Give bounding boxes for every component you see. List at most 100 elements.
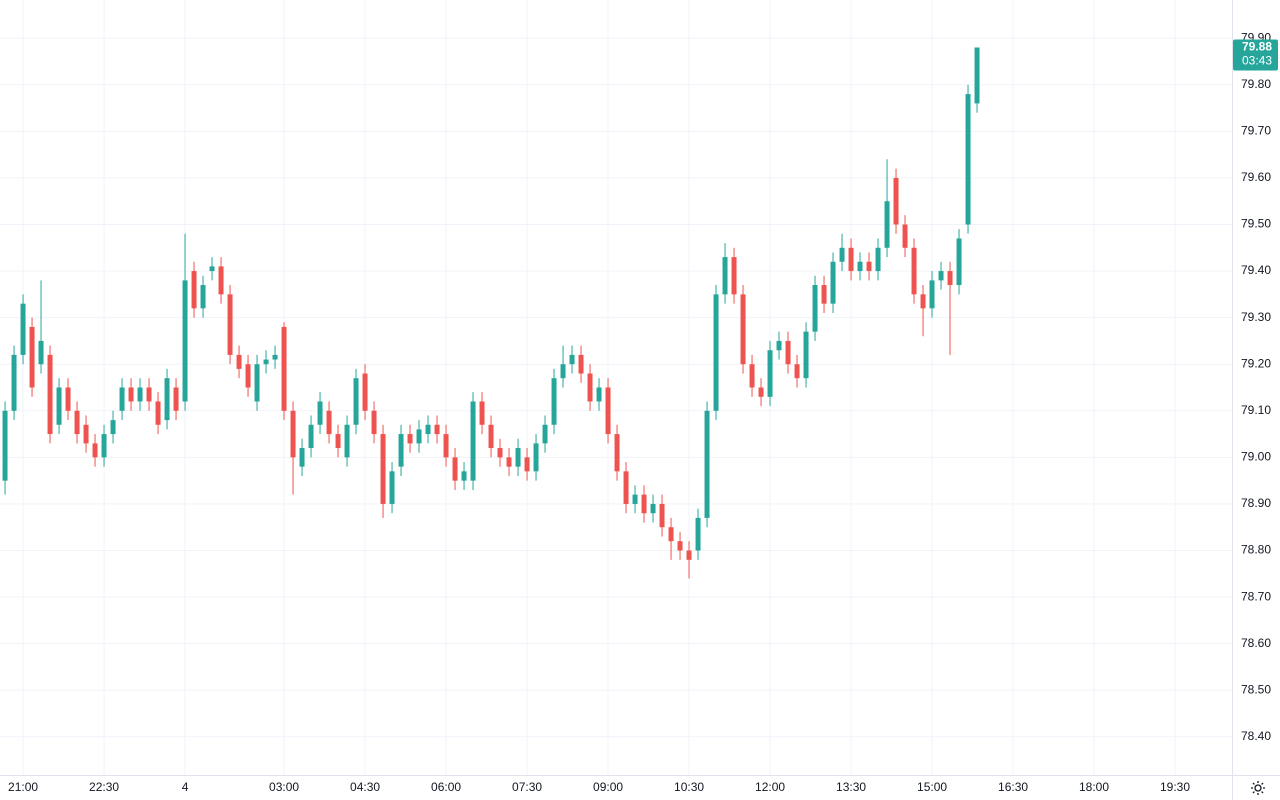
candle-body <box>200 285 206 309</box>
y-tick-label: 79.00 <box>1241 450 1271 464</box>
y-tick-label: 79.20 <box>1241 356 1271 370</box>
candle-body <box>758 387 764 397</box>
candle-body <box>308 424 314 449</box>
candle-body <box>722 257 728 295</box>
candles <box>2 47 980 579</box>
candle-body <box>938 271 944 281</box>
candle-body <box>965 94 971 225</box>
candle-body <box>236 354 242 369</box>
candle-body <box>623 471 629 504</box>
last-price-box <box>1233 39 1278 71</box>
candle-body <box>344 424 350 458</box>
candle-body <box>263 359 269 365</box>
candle-body <box>731 257 737 295</box>
candle-body <box>740 294 746 365</box>
x-tick-label: 22:30 <box>89 780 119 794</box>
candle-body <box>362 373 368 411</box>
candle-body <box>2 410 8 481</box>
candle-body <box>371 410 377 435</box>
candle-body <box>569 354 575 365</box>
candle-body <box>254 364 260 402</box>
candle-body <box>956 238 962 286</box>
x-tick-label: 07:30 <box>512 780 542 794</box>
gear-center <box>1254 784 1262 792</box>
x-tick-label: 18:00 <box>1079 780 1109 794</box>
candle-body <box>281 326 287 411</box>
candle-body <box>128 387 134 402</box>
x-tick-label: 12:00 <box>755 780 785 794</box>
axis-labels: 78.40 78.50 78.60 78.70 78.80 78.90 79.00 79.10… <box>8 30 1278 794</box>
candle-body <box>74 410 80 435</box>
candle-body <box>866 261 872 272</box>
candle-body <box>533 443 539 472</box>
x-tick-label: 19:30 <box>1160 780 1190 794</box>
candle-body <box>605 387 611 435</box>
candle-body <box>686 550 692 560</box>
candle-body <box>335 434 341 449</box>
candle-body <box>776 340 782 351</box>
candle-body <box>29 326 35 388</box>
candle-body <box>848 247 854 272</box>
candle-body <box>542 424 548 444</box>
y-tick-label: 78.50 <box>1241 682 1271 696</box>
candle-body <box>785 340 791 365</box>
candle-body <box>875 247 881 272</box>
candle-body <box>353 378 359 425</box>
candle-body <box>47 354 53 435</box>
settings-button[interactable] <box>1251 781 1265 795</box>
x-tick-label: 04:30 <box>350 780 380 794</box>
candle-body <box>173 387 179 411</box>
candle-body <box>452 457 458 481</box>
y-tick-label: 78.40 <box>1241 729 1271 743</box>
candle-body <box>713 294 719 411</box>
candle-body <box>110 420 116 435</box>
y-tick-label: 79.60 <box>1241 170 1271 184</box>
candle-body <box>920 294 926 309</box>
candle-body <box>974 47 980 104</box>
candle-body <box>191 271 197 309</box>
y-tick-label: 78.90 <box>1241 496 1271 510</box>
x-tick-label: 03:00 <box>269 780 299 794</box>
candle-body <box>902 224 908 248</box>
y-tick-label: 79.70 <box>1241 124 1271 138</box>
candle-body <box>137 387 143 402</box>
candle-body <box>893 177 899 225</box>
candle-body <box>812 285 818 332</box>
candle-body <box>101 434 107 458</box>
x-tick-label: 10:30 <box>674 780 704 794</box>
candle-body <box>398 434 404 467</box>
candle-body <box>326 410 332 435</box>
candle-body <box>380 434 386 504</box>
candle-body <box>11 354 17 411</box>
candle-body <box>155 401 161 425</box>
y-tick-label: 78.70 <box>1241 589 1271 603</box>
candle-body <box>767 350 773 397</box>
candle-body <box>704 410 710 518</box>
candle-body <box>479 401 485 425</box>
candle-body <box>551 378 557 425</box>
grid <box>0 0 1232 775</box>
candle-body <box>470 401 476 481</box>
candle-body <box>641 494 647 514</box>
candle-body <box>587 373 593 402</box>
candle-body <box>407 434 413 444</box>
candle-body <box>83 424 89 444</box>
candle-body <box>92 443 98 458</box>
y-tick-label: 78.60 <box>1241 636 1271 650</box>
last-price-label: 79.88 <box>1242 40 1272 54</box>
candle-body <box>506 457 512 467</box>
candle-body <box>182 280 188 402</box>
candle-body <box>290 410 296 458</box>
candle-body <box>461 471 467 481</box>
candle-body <box>650 503 656 514</box>
x-tick-label: 21:00 <box>8 780 38 794</box>
y-tick-label: 79.10 <box>1241 403 1271 417</box>
x-tick-label: 13:30 <box>836 780 866 794</box>
candle-body <box>677 541 683 551</box>
candle-body <box>749 364 755 388</box>
candle-body <box>614 434 620 472</box>
candle-body <box>821 285 827 304</box>
gear-teeth <box>1251 781 1265 795</box>
candle-body <box>299 448 305 467</box>
